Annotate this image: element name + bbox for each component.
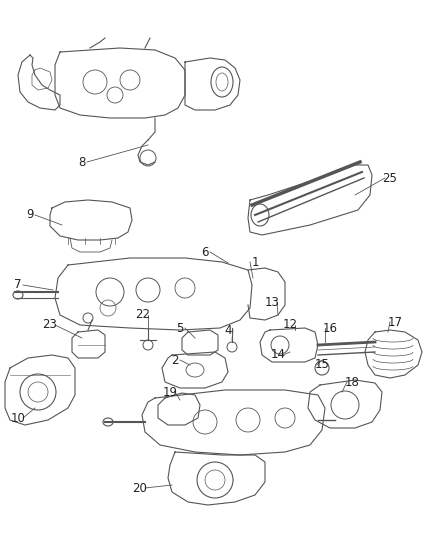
Text: 4: 4 xyxy=(224,324,232,336)
Text: 22: 22 xyxy=(135,309,151,321)
Text: 14: 14 xyxy=(271,349,286,361)
Text: 13: 13 xyxy=(265,295,279,309)
Text: 25: 25 xyxy=(382,172,397,184)
Text: 17: 17 xyxy=(388,316,403,328)
Text: 18: 18 xyxy=(345,376,360,389)
Text: 2: 2 xyxy=(171,353,179,367)
Text: 6: 6 xyxy=(201,246,209,259)
Text: 19: 19 xyxy=(162,385,177,399)
Text: 5: 5 xyxy=(177,321,184,335)
Text: 8: 8 xyxy=(78,156,86,168)
Text: 7: 7 xyxy=(14,279,22,292)
Text: 20: 20 xyxy=(133,481,148,495)
Text: 1: 1 xyxy=(251,255,259,269)
Text: 12: 12 xyxy=(283,319,297,332)
Text: 10: 10 xyxy=(11,411,25,424)
Text: 23: 23 xyxy=(42,319,57,332)
Text: 16: 16 xyxy=(322,321,338,335)
Text: 15: 15 xyxy=(314,359,329,372)
Text: 9: 9 xyxy=(26,208,34,222)
